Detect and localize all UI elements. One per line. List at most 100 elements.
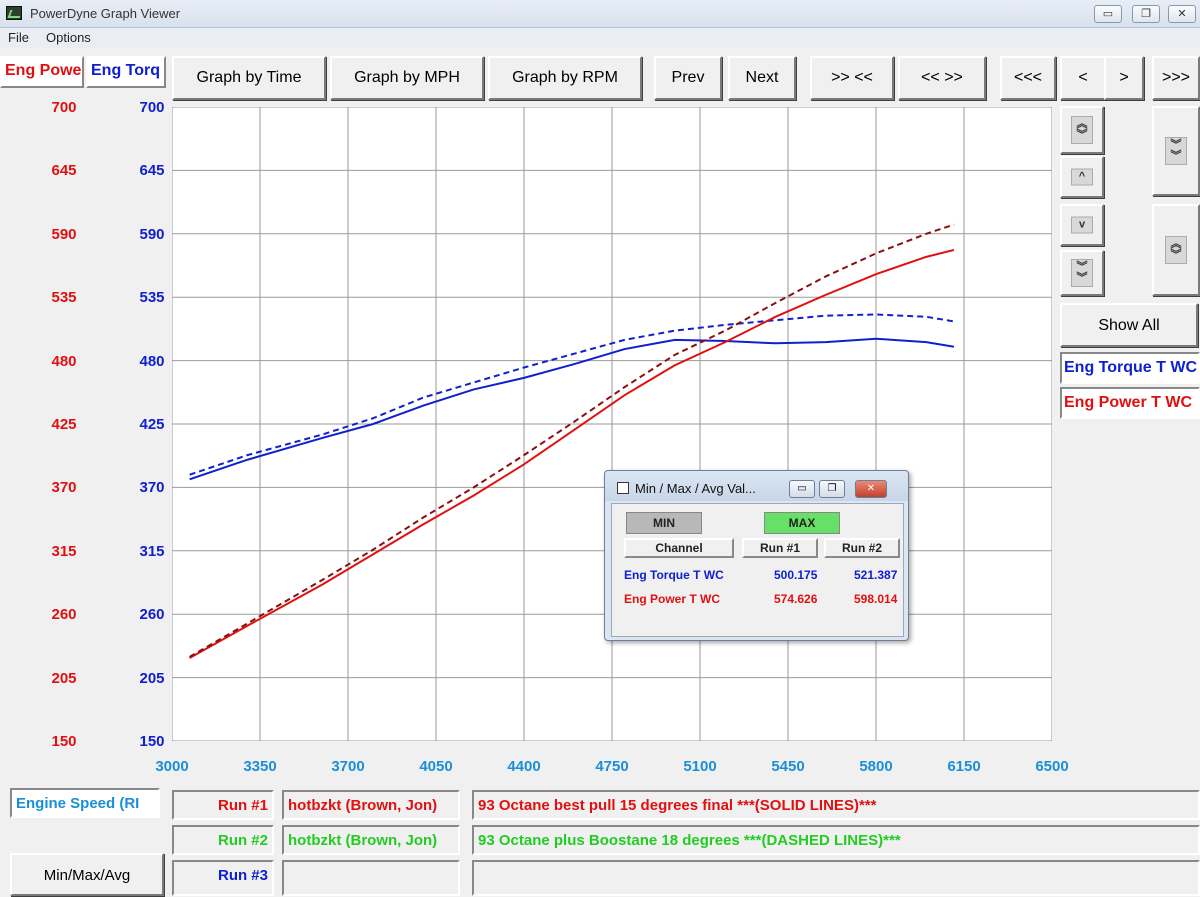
y-tick-power: 425: [51, 416, 77, 433]
double-chevron-down-icon: ︾ ︾: [1165, 137, 1187, 165]
series-line-0: [189, 337, 955, 481]
x-tick: 4750: [595, 758, 629, 775]
header-run-1: Run #1: [742, 538, 818, 558]
dialog-close-button[interactable]: ✕: [855, 480, 887, 498]
y-tick-torque: 645: [139, 162, 165, 180]
y-tick-torque: 150: [139, 733, 165, 750]
x-tick: 5800: [859, 758, 893, 775]
scroll-right-button[interactable]: >: [1104, 56, 1144, 100]
y-compress-button[interactable]: ︽ ︾: [1152, 204, 1200, 296]
graph-by-time-button[interactable]: Graph by Time: [172, 56, 326, 100]
data-lines: [189, 223, 955, 659]
y-tick-torque: 425: [139, 416, 165, 433]
graph-by-rpm-button[interactable]: Graph by RPM: [488, 56, 642, 100]
prev-button[interactable]: Prev: [654, 56, 722, 100]
x-tick: 5450: [771, 758, 805, 775]
x-tick: 5100: [683, 758, 717, 775]
show-all-button[interactable]: Show All: [1060, 303, 1198, 347]
row-torque-run-2: 521.387: [854, 568, 898, 582]
header-channel: Channel: [624, 538, 734, 558]
scroll-down-button[interactable]: v: [1060, 204, 1104, 246]
dialog-title: Min / Max / Avg Val...: [635, 481, 756, 496]
dialog-title-bar[interactable]: Min / Max / Avg Val... ▭ ❐ ✕: [605, 471, 908, 501]
y-tick-torque: 315: [139, 542, 165, 560]
min-max-avg-button[interactable]: Min/Max/Avg: [10, 853, 164, 896]
legend-torque[interactable]: Eng Torque T WC: [1060, 352, 1200, 384]
graph-by-mph-button[interactable]: Graph by MPH: [330, 56, 484, 100]
dialog-icon: [617, 482, 629, 494]
y-tick-power: 645: [51, 162, 77, 180]
run-3-note: [472, 860, 1200, 896]
max-toggle[interactable]: MAX: [764, 512, 840, 534]
y-tick-power: 205: [51, 669, 77, 687]
y-tick-torque: 700: [139, 99, 165, 116]
row-power-run-2: 598.014: [854, 592, 898, 606]
y-tick-power: 315: [51, 542, 77, 560]
run-3-label: Run #3: [172, 860, 274, 896]
torque-channel-label[interactable]: Eng Torq: [86, 56, 166, 88]
minimize-button[interactable]: ▭: [1094, 5, 1122, 23]
scroll-left-button[interactable]: <: [1060, 56, 1106, 100]
x-tick: 3000: [155, 758, 189, 775]
run-1-note: 93 Octane best pull 15 degrees final ***…: [472, 790, 1200, 820]
run-2-label: Run #2: [172, 825, 274, 855]
zoom-out-button[interactable]: << >>: [898, 56, 986, 100]
power-channel-label[interactable]: Eng Powe: [0, 56, 84, 88]
row-torque-run-1: 500.175: [774, 568, 818, 582]
y-zoom-out-button[interactable]: ︽ ︾: [1060, 106, 1104, 154]
scroll-up-button[interactable]: ^: [1060, 156, 1104, 198]
x-tick: 6150: [947, 758, 981, 775]
series-line-3: [189, 223, 955, 658]
y-expand-button[interactable]: ︾ ︾: [1152, 106, 1200, 196]
app-icon: [6, 6, 22, 20]
run-2-driver: hotbzkt (Brown, Jon): [282, 825, 460, 855]
run-1-driver: hotbzkt (Brown, Jon): [282, 790, 460, 820]
row-torque-channel: Eng Torque T WC: [624, 568, 724, 582]
double-chevron-down-icon: ︾ ︾: [1071, 259, 1093, 287]
y-tick-power: 700: [51, 99, 77, 116]
y-tick-torque: 205: [139, 669, 165, 687]
dialog-minimize-button[interactable]: ▭: [789, 480, 815, 498]
y-tick-torque: 260: [139, 606, 165, 624]
graph-plot-area[interactable]: [172, 107, 1052, 741]
menu-options[interactable]: Options: [46, 30, 91, 45]
scroll-last-button[interactable]: >>>: [1152, 56, 1200, 100]
min-max-avg-dialog: Min / Max / Avg Val... ▭ ❐ ✕ MIN MAX Cha…: [604, 470, 909, 641]
chevron-up-icon: ^: [1071, 168, 1093, 186]
restore-button[interactable]: ❐: [1132, 5, 1160, 23]
y-tick-power: 260: [51, 606, 77, 624]
y-tick-power: 480: [51, 352, 77, 370]
scroll-page-down-button[interactable]: ︾ ︾: [1060, 250, 1104, 296]
series-line-1: [189, 313, 955, 476]
legend-power[interactable]: Eng Power T WC: [1060, 387, 1200, 419]
y-tick-power: 370: [51, 479, 77, 497]
x-axis-channel-label[interactable]: Engine Speed (RI: [10, 788, 160, 818]
double-chevron-icon: ︽ ︾: [1165, 236, 1187, 264]
min-toggle[interactable]: MIN: [626, 512, 702, 534]
header-run-2: Run #2: [824, 538, 900, 558]
dialog-maximize-button[interactable]: ❐: [819, 480, 845, 498]
run-3-driver: [282, 860, 460, 896]
row-power-channel: Eng Power T WC: [624, 592, 720, 606]
menu-bar: File Options: [0, 28, 1200, 48]
double-chevron-icon: ︽ ︾: [1071, 116, 1093, 144]
x-tick: 3700: [331, 758, 365, 775]
y-tick-torque: 535: [139, 289, 165, 307]
y-tick-power: 150: [51, 733, 77, 750]
y-tick-torque: 480: [139, 352, 165, 370]
scroll-first-button[interactable]: <<<: [1000, 56, 1056, 100]
y-tick-torque: 370: [139, 479, 165, 497]
x-tick: 3350: [243, 758, 277, 775]
dialog-body: MIN MAX Channel Run #1 Run #2 Eng Torque…: [611, 503, 904, 637]
menu-file[interactable]: File: [8, 30, 29, 45]
x-tick: 4050: [419, 758, 453, 775]
window-title: PowerDyne Graph Viewer: [30, 6, 181, 21]
y-tick-power: 590: [51, 225, 77, 243]
close-button[interactable]: ✕: [1168, 5, 1196, 23]
x-tick: 4400: [507, 758, 541, 775]
title-bar: PowerDyne Graph Viewer ▭ ❐ ✕: [0, 0, 1200, 28]
zoom-in-button[interactable]: >> <<: [810, 56, 894, 100]
next-button[interactable]: Next: [728, 56, 796, 100]
run-1-label: Run #1: [172, 790, 274, 820]
y-tick-torque: 590: [139, 225, 165, 243]
